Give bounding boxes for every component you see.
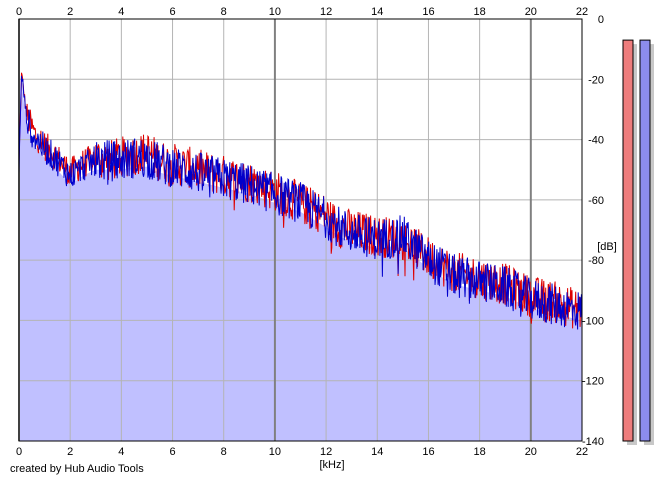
x-tick-label-top: 18 bbox=[474, 6, 486, 18]
x-tick-label-bottom: 14 bbox=[371, 446, 383, 458]
x-tick-label-top: 20 bbox=[525, 6, 537, 18]
x-tick-label-bottom: 22 bbox=[576, 446, 588, 458]
x-tick-label-bottom: 12 bbox=[320, 446, 332, 458]
right-channel-line bbox=[18, 75, 583, 330]
x-tick-label-bottom: 10 bbox=[269, 446, 281, 458]
x-tick-label-top: 6 bbox=[169, 6, 175, 18]
level-meters bbox=[622, 39, 654, 445]
x-tick-label-bottom: 16 bbox=[422, 446, 434, 458]
x-tick-label-bottom: 4 bbox=[118, 446, 124, 458]
x-tick-label-top: 16 bbox=[422, 6, 434, 18]
x-tick-label-top: 10 bbox=[269, 6, 281, 18]
x-tick-label-top: 4 bbox=[118, 6, 124, 18]
plot-frame bbox=[18, 18, 583, 442]
x-tick-label-bottom: 20 bbox=[525, 446, 537, 458]
x-tick-label-bottom: 0 bbox=[16, 446, 22, 458]
x-tick-label-top: 0 bbox=[16, 6, 22, 18]
level-meter-right bbox=[639, 39, 651, 442]
credit-text: created by Hub Audio Tools bbox=[10, 463, 144, 475]
x-tick-label-bottom: 8 bbox=[221, 446, 227, 458]
x-tick-label-bottom: 18 bbox=[474, 446, 486, 458]
x-tick-label-top: 12 bbox=[320, 6, 332, 18]
x-tick-label-top: 14 bbox=[371, 6, 383, 18]
y-tick-label: -100 bbox=[582, 315, 604, 327]
x-tick-label-top: 22 bbox=[576, 6, 588, 18]
axis-layer: 002244668810101212141416161818202022220-… bbox=[16, 6, 604, 458]
y-axis-label: [dB] bbox=[597, 241, 617, 253]
y-tick-label: -80 bbox=[588, 255, 604, 267]
spectrum-area-fill bbox=[19, 82, 582, 442]
series-layer bbox=[18, 72, 583, 330]
y-tick-label: -60 bbox=[588, 195, 604, 207]
x-tick-label-top: 2 bbox=[67, 6, 73, 18]
x-tick-label-bottom: 6 bbox=[169, 446, 175, 458]
level-meter-left bbox=[622, 39, 634, 442]
x-tick-label-top: 8 bbox=[221, 6, 227, 18]
y-tick-label: -40 bbox=[588, 135, 604, 147]
y-tick-label: -140 bbox=[582, 436, 604, 448]
spectrum-fill-layer bbox=[19, 82, 582, 442]
x-tick-label-bottom: 2 bbox=[67, 446, 73, 458]
x-axis-label: [kHz] bbox=[319, 459, 344, 471]
grid-layer bbox=[18, 18, 583, 442]
y-tick-label: 0 bbox=[598, 14, 604, 26]
y-tick-label: -120 bbox=[582, 376, 604, 388]
y-tick-label: -20 bbox=[588, 74, 604, 86]
